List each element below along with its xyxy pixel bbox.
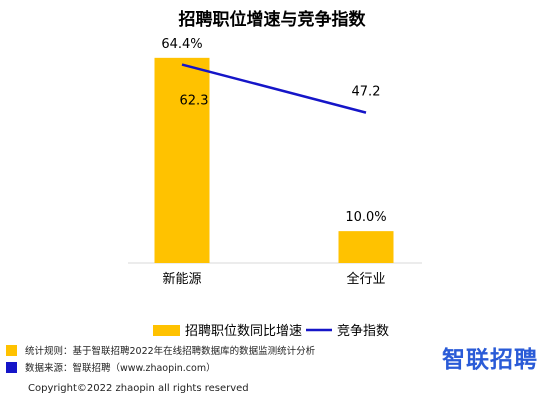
legend-swatch-growth	[153, 325, 180, 336]
bar-value-label-0: 64.4%	[161, 37, 202, 52]
chart-title: 招聘职位增速与竞争指数	[179, 9, 367, 30]
zhaopin-logo: 智联招聘	[442, 347, 538, 373]
bar-value-label-1: 10.0%	[345, 210, 386, 225]
legend-label-growth: 招聘职位数同比增速	[185, 324, 302, 339]
line-value-label-0: 62.3	[180, 94, 209, 109]
footer-rule: 统计规则：基于智联招聘2022年在线招聘数据库的数据监测统计分析	[6, 343, 315, 357]
footer-source-text: 数据来源：智联招聘（www.zhaopin.com）	[25, 363, 216, 374]
line-value-label-1: 47.2	[352, 85, 381, 100]
category-label-0: 新能源	[162, 271, 201, 287]
copyright-text: Copyright©2022 zhaopin all rights reserv…	[28, 383, 249, 394]
legend-label-competition: 竞争指数	[337, 323, 389, 339]
footer-rule-swatch	[6, 345, 17, 356]
footer-source: 数据来源：智联招聘（www.zhaopin.com）	[6, 360, 216, 374]
footer-source-swatch	[6, 362, 17, 373]
category-label-1: 全行业	[346, 271, 385, 287]
competition-index-line	[181, 63, 367, 114]
footer-rule-text: 统计规则：基于智联招聘2022年在线招聘数据库的数据监测统计分析	[25, 346, 316, 357]
bar-0	[154, 57, 210, 264]
bar-1	[338, 231, 394, 263]
